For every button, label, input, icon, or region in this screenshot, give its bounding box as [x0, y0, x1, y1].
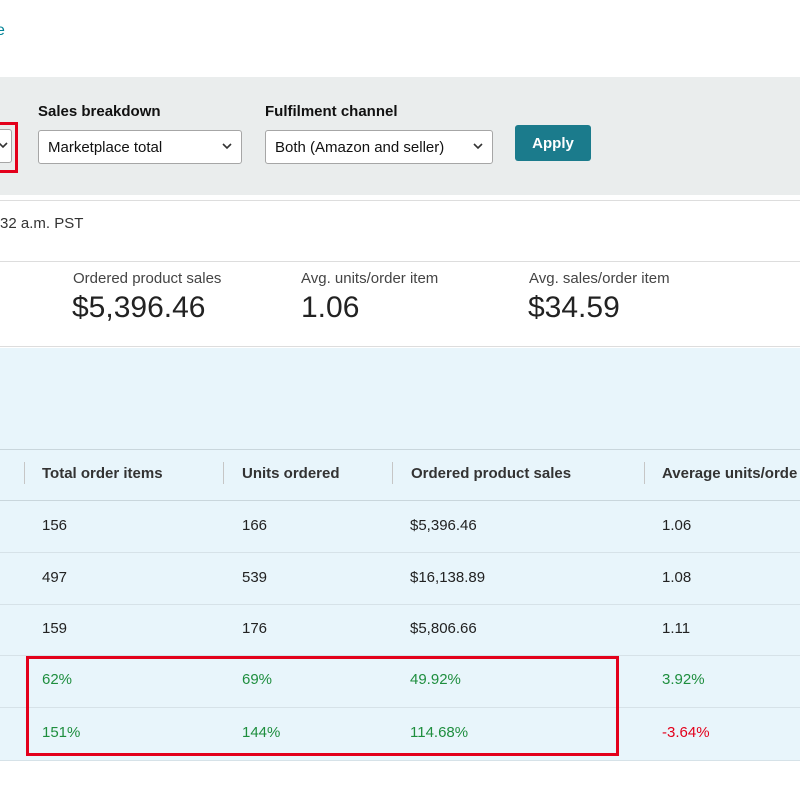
table-cell: 539	[242, 569, 268, 586]
top-link[interactable]: e	[0, 22, 5, 39]
fulfilment-channel-value: Both (Amazon and seller)	[275, 138, 445, 156]
metric-value-ordered-product-sales: $5,396.46	[72, 291, 206, 324]
table-cell-positive: 69%	[242, 671, 273, 688]
date-range-select-highlight	[0, 122, 18, 173]
table-footer	[0, 760, 800, 801]
table-cell-positive: 151%	[42, 724, 81, 741]
fulfilment-channel-label: Fulfilment channel	[265, 103, 398, 120]
sales-breakdown-select[interactable]: Marketplace total	[38, 130, 242, 164]
sales-breakdown-label: Sales breakdown	[38, 103, 161, 120]
table-cell: $5,396.46	[410, 517, 477, 534]
chevron-down-icon	[0, 142, 8, 149]
table-cell: 1.11	[662, 620, 691, 637]
sales-breakdown-value: Marketplace total	[48, 138, 163, 156]
fulfilment-channel-select[interactable]: Both (Amazon and seller)	[265, 130, 493, 164]
table-cell: 156	[42, 517, 68, 534]
table-cell-positive: 144%	[242, 724, 281, 741]
table-cell: 497	[42, 569, 68, 586]
table-cell: 159	[42, 620, 68, 637]
row-divider	[0, 707, 800, 708]
table-header	[0, 449, 800, 501]
percent-change-highlight	[26, 656, 619, 756]
row-divider	[0, 655, 800, 656]
table-cell: 1.06	[662, 517, 692, 534]
table-area	[0, 348, 800, 800]
table-cell: 166	[242, 517, 268, 534]
table-cell-positive: 3.92%	[662, 671, 705, 688]
metrics-panel	[0, 262, 800, 347]
table-cell-negative: -3.64%	[662, 724, 710, 741]
metric-value-avg-units-order-item: 1.06	[301, 291, 360, 324]
column-divider[interactable]	[392, 462, 393, 484]
metric-label-avg-units-order-item: Avg. units/order item	[301, 270, 439, 287]
column-header-total-order-items[interactable]: Total order items	[42, 465, 163, 482]
column-divider[interactable]	[644, 462, 645, 484]
table-cell-positive: 114.68%	[410, 724, 469, 741]
column-header-units-ordered[interactable]: Units ordered	[242, 465, 340, 482]
table-cell: $5,806.66	[410, 620, 477, 637]
row-divider	[0, 552, 800, 553]
column-divider[interactable]	[223, 462, 224, 484]
last-updated-text: 32 a.m. PST	[0, 215, 84, 232]
date-range-select[interactable]	[0, 129, 12, 163]
chevron-down-icon	[473, 143, 483, 150]
table-cell-positive: 49.92%	[410, 671, 461, 688]
column-header-ordered-product-sales[interactable]: Ordered product sales	[411, 465, 572, 482]
table-cell: 1.08	[662, 569, 692, 586]
column-divider[interactable]	[24, 462, 25, 484]
table-cell: $16,138.89	[410, 569, 486, 586]
last-updated-row	[0, 200, 800, 262]
row-divider	[0, 604, 800, 605]
table-cell-positive: 62%	[42, 671, 73, 688]
column-header-average-units-order[interactable]: Average units/orde	[662, 465, 798, 482]
table-cell: 176	[242, 620, 268, 637]
metric-label-ordered-product-sales: Ordered product sales	[73, 270, 222, 287]
chevron-down-icon	[222, 143, 232, 150]
apply-button[interactable]: Apply	[515, 125, 591, 161]
metric-label-avg-sales-order-item: Avg. sales/order item	[529, 270, 670, 287]
metric-value-avg-sales-order-item: $34.59	[528, 291, 620, 324]
